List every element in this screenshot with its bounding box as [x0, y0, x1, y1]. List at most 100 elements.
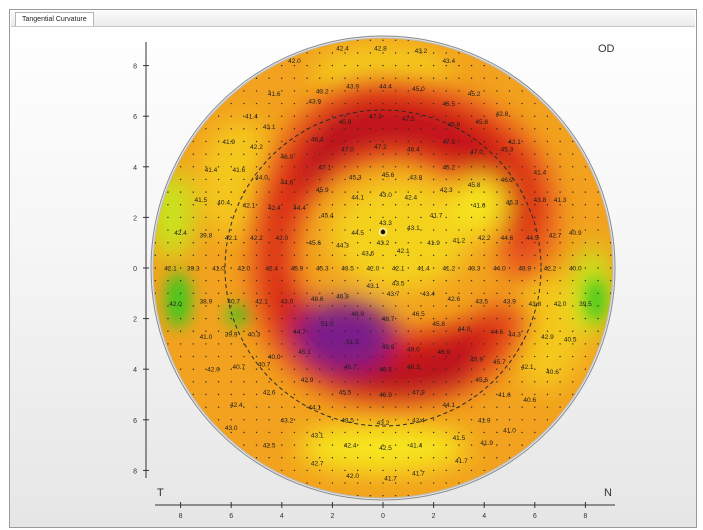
sample-dot: [496, 279, 498, 282]
sample-dot: [281, 77, 283, 79]
sample-dot: [205, 267, 207, 269]
sample-dot: [496, 482, 498, 484]
sample-dot: [344, 128, 346, 130]
sample-dot: [420, 128, 422, 130]
sample-dot: [154, 317, 156, 320]
sample-dot: [584, 254, 587, 257]
sample-dot: [255, 191, 258, 193]
sample-dot: [572, 431, 574, 434]
sample-dot: [559, 457, 561, 459]
curvature-value: 46.4: [311, 136, 324, 143]
sample-dot: [508, 64, 511, 67]
window-title-tab[interactable]: Tangential Curvature: [15, 12, 94, 26]
sample-dot: [496, 115, 498, 117]
sample-dot: [281, 317, 283, 320]
red-ring: [265, 92, 539, 395]
sample-dot: [205, 343, 207, 345]
sample-dot: [420, 457, 422, 459]
sample-dot: [154, 495, 156, 497]
curvature-value: 41.6: [268, 91, 281, 98]
sample-dot: [281, 178, 283, 181]
sample-dot: [470, 317, 473, 320]
sample-dot: [306, 204, 308, 206]
sample-dot: [179, 77, 182, 79]
sample-dot: [496, 128, 498, 130]
sample-dot: [407, 178, 409, 181]
sample-dot: [179, 330, 182, 332]
sample-dot: [420, 115, 422, 117]
sample-dot: [534, 381, 536, 383]
curvature-value: 45.2: [468, 91, 481, 98]
sample-dot: [369, 178, 372, 181]
sample-dot: [255, 495, 258, 497]
sample-dot: [192, 128, 194, 130]
sample-dot: [420, 444, 422, 446]
sample-dot: [167, 39, 169, 41]
sample-dot: [458, 482, 460, 484]
sample-dot: [470, 204, 473, 206]
sample-dot: [205, 368, 207, 370]
sample-dot: [281, 482, 283, 484]
sample-dot: [508, 153, 511, 155]
curvature-value: 44.1: [308, 405, 321, 412]
sample-dot: [508, 254, 511, 257]
sample-dot: [572, 229, 574, 231]
curvature-value: 47.2: [374, 144, 387, 151]
sample-dot: [458, 191, 460, 193]
sample-dot: [572, 393, 574, 396]
sample-dot: [154, 330, 156, 332]
sample-dot: [521, 431, 523, 434]
sample-dot: [357, 292, 359, 294]
sample-dot: [205, 469, 207, 472]
sample-dot: [357, 317, 359, 320]
sample-dot: [483, 229, 485, 231]
eye-label: OD: [598, 43, 615, 55]
sample-dot: [534, 330, 536, 332]
curvature-value: 43.6: [361, 250, 374, 257]
sample-dot: [597, 469, 599, 472]
sample-dot: [344, 330, 346, 332]
sample-dot: [306, 419, 308, 421]
sample-dot: [306, 393, 308, 396]
sample-dot: [394, 482, 397, 484]
sample-dot: [243, 444, 245, 446]
sample-dot: [382, 330, 384, 332]
sample-dot: [331, 305, 334, 307]
sample-dot: [306, 482, 308, 484]
sample-dot: [559, 128, 561, 130]
sample-dot: [470, 444, 473, 446]
sample-dot: [432, 128, 435, 130]
sample-dot: [319, 419, 321, 421]
sample-dot: [534, 191, 536, 193]
sample-dot: [470, 229, 473, 231]
sample-dot: [534, 279, 536, 282]
curvature-value: 38.9: [200, 298, 213, 305]
curvature-value: 46.8: [336, 293, 349, 300]
sample-dot: [255, 330, 258, 332]
sample-dot: [483, 444, 485, 446]
sample-dot: [508, 191, 511, 193]
sample-dot: [382, 140, 384, 143]
sample-dot: [344, 216, 346, 219]
sample-dot: [521, 381, 523, 383]
sample-dot: [255, 292, 258, 294]
curvature-value: 43.1: [311, 432, 324, 439]
sample-dot: [534, 52, 536, 54]
sample-dot: [483, 368, 485, 370]
sample-dot: [458, 457, 460, 459]
sample-dot: [420, 482, 422, 484]
sample-dot: [293, 178, 296, 181]
sample-dot: [306, 242, 308, 244]
sample-dot: [293, 39, 296, 41]
sample-dot: [559, 343, 561, 345]
sample-dot: [217, 242, 220, 244]
sample-dot: [230, 292, 232, 294]
sample-dot: [394, 140, 397, 143]
sample-dot: [344, 279, 346, 282]
sample-dot: [496, 102, 498, 105]
sample-dot: [534, 153, 536, 155]
sample-dot: [255, 242, 258, 244]
sample-dot: [268, 279, 270, 282]
sample-dot: [572, 267, 574, 269]
sample-dot: [496, 406, 498, 408]
